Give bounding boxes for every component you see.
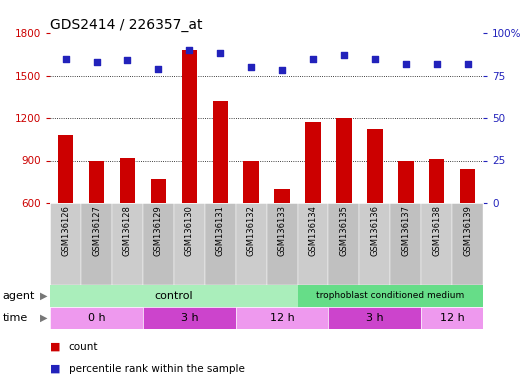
Bar [143, 203, 174, 285]
Text: ▶: ▶ [40, 313, 48, 323]
Text: ▶: ▶ [40, 291, 48, 301]
Text: GSM136130: GSM136130 [185, 205, 194, 257]
Bar [460, 169, 475, 203]
Bar [174, 203, 205, 285]
Text: 3 h: 3 h [181, 313, 198, 323]
Text: GSM136139: GSM136139 [463, 205, 472, 257]
Bar [235, 307, 328, 329]
Text: GSM136135: GSM136135 [340, 205, 348, 257]
Point [432, 61, 441, 67]
Text: GSM136136: GSM136136 [370, 205, 380, 257]
Bar [390, 203, 421, 285]
Text: count: count [69, 342, 98, 352]
Bar [275, 189, 290, 203]
Bar [243, 161, 259, 203]
Text: ■: ■ [50, 342, 61, 352]
Text: ■: ■ [50, 364, 61, 374]
Bar [182, 50, 197, 203]
Bar [305, 122, 321, 203]
Text: control: control [155, 291, 193, 301]
Bar [120, 158, 135, 203]
Text: GSM136126: GSM136126 [61, 205, 70, 257]
Point [309, 55, 317, 61]
Point [216, 50, 224, 56]
Point [340, 52, 348, 58]
Bar [112, 203, 143, 285]
Text: 3 h: 3 h [366, 313, 384, 323]
Bar [328, 203, 360, 285]
Bar [267, 203, 298, 285]
Bar [212, 101, 228, 203]
Bar [421, 307, 483, 329]
Bar [360, 203, 390, 285]
Bar [328, 307, 421, 329]
Bar [150, 179, 166, 203]
Bar [81, 203, 112, 285]
Point [185, 47, 194, 53]
Bar [58, 135, 73, 203]
Point [247, 64, 256, 70]
Text: GSM136131: GSM136131 [216, 205, 225, 257]
Point [61, 55, 70, 61]
Text: 12 h: 12 h [270, 313, 295, 323]
Point [464, 61, 472, 67]
Text: GSM136134: GSM136134 [308, 205, 317, 257]
Point [371, 55, 379, 61]
Text: time: time [3, 313, 28, 323]
Bar [50, 307, 143, 329]
Bar [143, 307, 235, 329]
Text: GSM136132: GSM136132 [247, 205, 256, 257]
Text: 12 h: 12 h [440, 313, 465, 323]
Bar [235, 203, 267, 285]
Bar [205, 203, 235, 285]
Bar [421, 203, 452, 285]
Point [92, 59, 101, 65]
Bar [89, 161, 105, 203]
Text: GSM136137: GSM136137 [401, 205, 410, 257]
Bar [429, 159, 445, 203]
Text: GSM136133: GSM136133 [278, 205, 287, 257]
Text: percentile rank within the sample: percentile rank within the sample [69, 364, 244, 374]
Bar [336, 118, 352, 203]
Bar [298, 203, 328, 285]
Point [154, 66, 163, 72]
Text: GDS2414 / 226357_at: GDS2414 / 226357_at [50, 18, 203, 32]
Bar [50, 285, 328, 307]
Bar [398, 161, 413, 203]
Bar [298, 285, 483, 307]
Text: GSM136129: GSM136129 [154, 205, 163, 256]
Bar [452, 203, 483, 285]
Text: 0 h: 0 h [88, 313, 106, 323]
Text: GSM136128: GSM136128 [123, 205, 132, 257]
Point [278, 67, 286, 73]
Bar [50, 203, 81, 285]
Text: GSM136138: GSM136138 [432, 205, 441, 257]
Point [123, 57, 131, 63]
Text: agent: agent [3, 291, 35, 301]
Bar [367, 129, 383, 203]
Point [402, 61, 410, 67]
Text: trophoblast conditioned medium: trophoblast conditioned medium [316, 291, 465, 301]
Text: GSM136127: GSM136127 [92, 205, 101, 257]
